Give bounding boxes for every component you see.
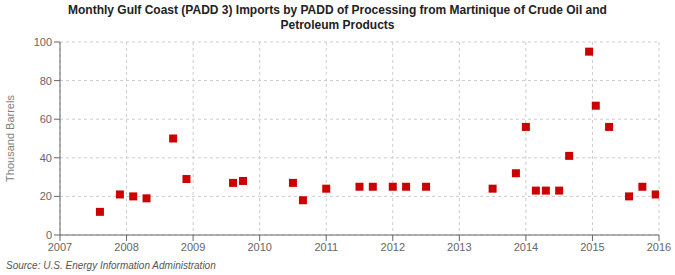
svg-text:60: 60 (40, 113, 52, 125)
svg-text:2014: 2014 (514, 241, 538, 253)
html-text:Source: U.S. Energy Informatio: Source: U.S. Energy Information Administ… (6, 260, 216, 271)
svg-text:2011: 2011 (314, 241, 338, 253)
svg-text:2009: 2009 (181, 241, 205, 253)
svg-text:2012: 2012 (381, 241, 405, 253)
svg-text:2010: 2010 (247, 241, 271, 253)
svg-text:20: 20 (40, 190, 52, 202)
svg-text:100: 100 (34, 36, 52, 48)
svg-text:2016: 2016 (647, 241, 667, 253)
svg-text:2008: 2008 (114, 241, 138, 253)
svg-text:40: 40 (40, 152, 52, 164)
svg-text:2013: 2013 (447, 241, 471, 253)
svg-text:80: 80 (40, 75, 52, 87)
svg-text:Thousand Barrels: Thousand Barrels (8, 95, 16, 182)
html-text:Petroleum Products: Petroleum Products (280, 18, 395, 32)
html-text:Monthly Gulf Coast (PADD 3) Im: Monthly Gulf Coast (PADD 3) Imports by P… (68, 3, 607, 17)
svg-text:2015: 2015 (580, 241, 604, 253)
svg-text:0: 0 (46, 229, 52, 241)
svg-text:2007: 2007 (48, 241, 72, 253)
